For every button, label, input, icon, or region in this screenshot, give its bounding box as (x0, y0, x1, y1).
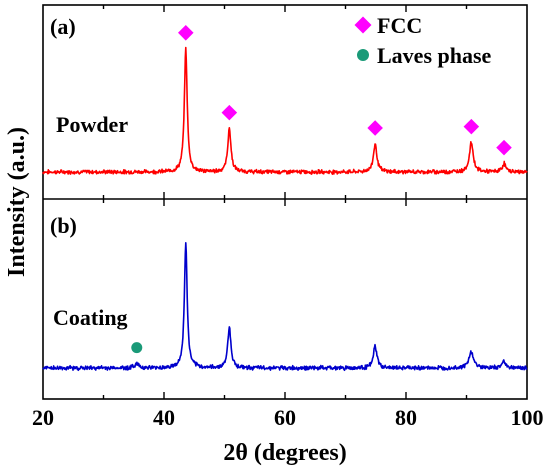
legend-fcc-marker (354, 16, 372, 34)
xrd-traces (42, 46, 528, 372)
x-tick-label: 100 (511, 405, 544, 430)
x-tick-label: 80 (395, 405, 417, 430)
legend-laves-label: Laves phase (377, 43, 492, 68)
fcc-marker (221, 104, 238, 121)
xrd-trace-coating (42, 241, 528, 372)
x-axis-ticks (102, 5, 468, 399)
phase-markers (131, 25, 512, 354)
x-axis-title: 2θ (degrees) (223, 440, 346, 466)
fcc-marker (367, 120, 383, 136)
legend: FCC Laves phase (354, 13, 492, 68)
series-label-coating: Coating (53, 305, 128, 330)
x-tick-label: 20 (32, 405, 54, 430)
series-label-powder: Powder (56, 112, 128, 137)
y-axis-title: Intensity (a.u.) (4, 127, 30, 277)
xrd-trace-powder (42, 46, 528, 175)
x-tick-label: 40 (153, 405, 175, 430)
panel-label-b: (b) (50, 213, 77, 238)
panel-label-a: (a) (50, 14, 76, 39)
fcc-marker (463, 118, 480, 135)
fcc-marker (496, 139, 512, 156)
laves-marker (131, 342, 143, 354)
legend-laves-marker (357, 49, 369, 61)
fcc-marker (178, 25, 194, 41)
x-axis-tick-labels: 20 40 60 80 100 (32, 405, 544, 430)
x-tick-label: 60 (274, 405, 296, 430)
legend-fcc-label: FCC (377, 13, 422, 38)
